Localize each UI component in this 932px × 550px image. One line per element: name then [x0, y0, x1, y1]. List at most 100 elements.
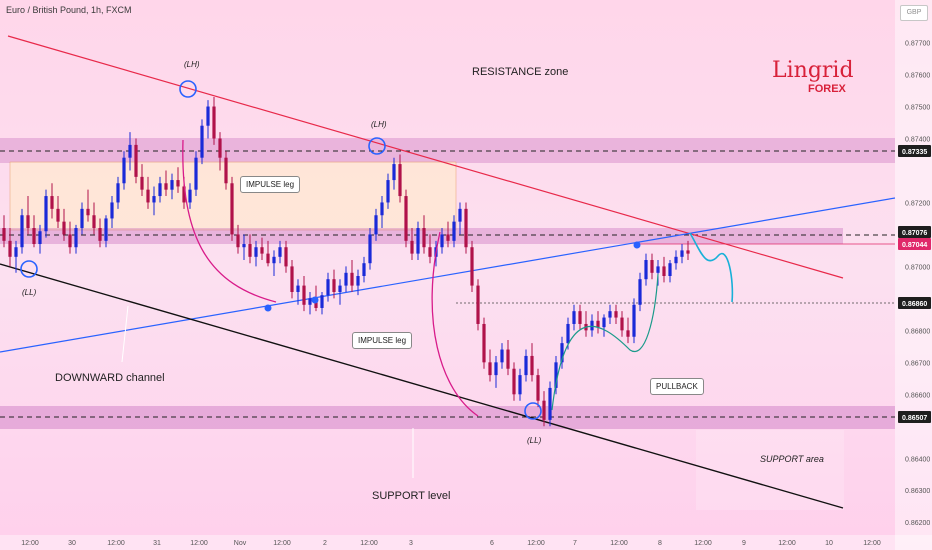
price-tag-label: 0.87335 — [902, 149, 927, 156]
price-tick-label: 0.86800 — [905, 328, 930, 335]
ll-label-2: (LL) — [527, 436, 542, 445]
ll-label-1: (LL) — [22, 288, 37, 297]
candle-body — [416, 228, 420, 254]
price-tag-bg — [898, 238, 931, 250]
candle-body — [14, 247, 18, 257]
price-tag-bg — [898, 145, 931, 157]
candle-body — [74, 228, 78, 248]
time-tick-label: 12:00 — [21, 540, 39, 547]
candle-body — [254, 247, 258, 257]
candle-body — [530, 355, 534, 376]
price-axis — [895, 0, 932, 550]
price-tick-label: 0.86700 — [905, 360, 930, 367]
price-tag-label: 0.86507 — [902, 415, 927, 422]
time-tick-label: 12:00 — [778, 540, 796, 547]
logo-subtext: FOREX — [808, 83, 846, 95]
logo-text: Lingrid — [772, 58, 854, 83]
impulse-arrow-2 — [431, 231, 479, 417]
candle-body — [596, 320, 600, 328]
channel-pointer — [121, 305, 129, 363]
candle-body — [242, 244, 246, 248]
candle-body — [236, 234, 240, 248]
time-tick-label: 8 — [658, 540, 662, 547]
currency-badge[interactable]: GBP — [900, 5, 928, 21]
candle-body — [578, 311, 582, 324]
candle-body — [20, 215, 24, 248]
candle-body — [62, 221, 66, 235]
time-tick-label: 12:00 — [190, 540, 208, 547]
candle-body — [614, 311, 618, 318]
candle-body — [662, 266, 666, 276]
support-area-label: SUPPORT area — [760, 454, 824, 464]
mid-zone-band — [0, 228, 843, 244]
price-tag-label: 0.87044 — [902, 242, 927, 249]
candle-body — [308, 298, 312, 305]
time-tick-label: 30 — [68, 540, 76, 547]
candle-body — [590, 320, 594, 331]
candle-body — [356, 276, 360, 286]
candle-body — [362, 263, 366, 276]
candle-body — [524, 355, 528, 376]
impulse-arrow-1 — [182, 139, 277, 303]
support-trendline — [0, 197, 896, 353]
time-tick-label: 12:00 — [863, 540, 881, 547]
candle-body — [110, 202, 114, 219]
candle-body — [674, 256, 678, 264]
downward-channel-label: DOWNWARD channel — [55, 372, 165, 384]
candle-body — [188, 189, 192, 203]
candle-body — [392, 164, 396, 181]
price-tag-bg — [898, 226, 931, 238]
candle-body — [494, 362, 498, 376]
candle-body — [344, 272, 348, 286]
pivot-circle-0 — [20, 260, 38, 278]
candle-body — [290, 266, 294, 292]
candle-body — [566, 323, 570, 344]
resistance-trendline — [7, 35, 844, 279]
candle-body — [32, 228, 36, 245]
candle-body — [146, 189, 150, 203]
candle-body — [86, 208, 90, 216]
candle-body — [230, 183, 234, 235]
touch-point-2 — [633, 241, 641, 249]
candle-body — [476, 285, 480, 324]
projection-arrow — [689, 232, 734, 303]
candle-body — [500, 349, 504, 363]
time-tick-label: 2 — [323, 540, 327, 547]
price-tag-label: 0.86860 — [902, 301, 927, 308]
candle-body — [212, 106, 216, 139]
price-tick-label: 0.87500 — [905, 105, 930, 112]
candle-body — [56, 208, 60, 222]
channel-bottom-line — [0, 263, 844, 509]
price-tick-label: 0.87400 — [905, 137, 930, 144]
time-tick-label: 6 — [490, 540, 494, 547]
candle-body — [656, 266, 660, 273]
price-tag-bg — [898, 297, 931, 309]
candle-body — [320, 295, 324, 308]
candle-body — [50, 196, 54, 209]
candle-body — [488, 362, 492, 376]
pivot-circle-3 — [524, 402, 542, 420]
time-tick-label: 12:00 — [360, 540, 378, 547]
pivot-circle-2 — [368, 137, 386, 155]
candle-body — [326, 279, 330, 296]
candle-body — [128, 144, 132, 158]
resistance-zone-band — [0, 138, 895, 163]
candle-body — [134, 144, 138, 177]
candle-body — [446, 234, 450, 241]
candle-body — [428, 247, 432, 257]
candle-body — [170, 180, 174, 190]
candle-body — [554, 362, 558, 388]
candle-body — [686, 250, 690, 254]
price-tick-label: 0.86200 — [905, 520, 930, 527]
candle-body — [194, 157, 198, 190]
candle-body — [8, 240, 12, 257]
candle-body — [140, 176, 144, 190]
support-level-label: SUPPORT level — [372, 490, 451, 502]
candle-body — [386, 180, 390, 203]
candle-body — [278, 247, 282, 257]
candle-body — [398, 164, 402, 197]
candle-body — [338, 285, 342, 292]
candle-body — [200, 125, 204, 158]
time-tick-label: 9 — [742, 540, 746, 547]
